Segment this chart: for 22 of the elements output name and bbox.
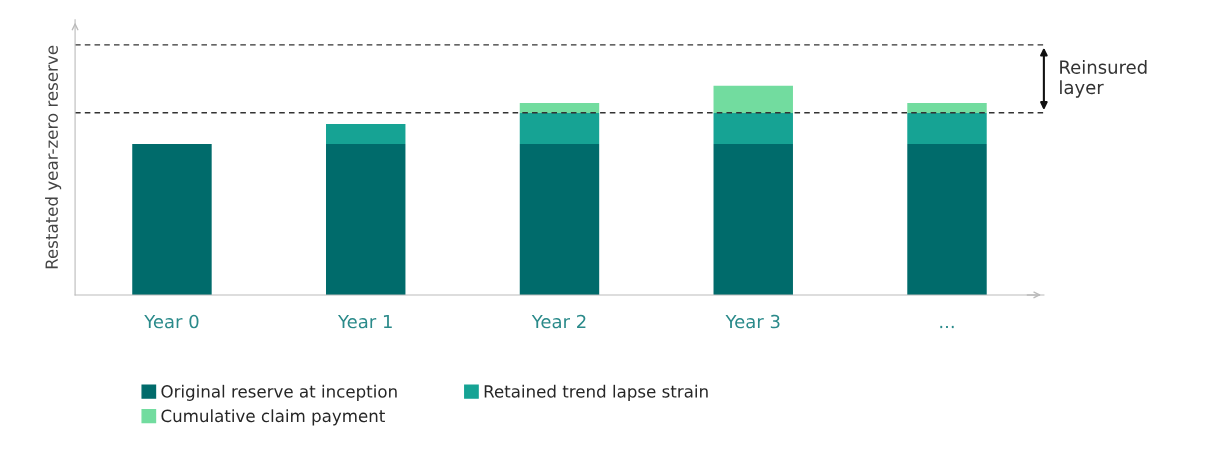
bar	[519, 113, 600, 144]
bar	[713, 113, 793, 144]
x-tick-label: Year 0	[144, 314, 199, 329]
bar	[519, 143, 600, 295]
bar	[907, 102, 987, 114]
bar	[713, 143, 793, 295]
x-tick-label: Year 1	[337, 314, 392, 329]
bar	[713, 85, 793, 114]
bar	[326, 143, 406, 295]
legend-label: Original reserve at inception	[161, 384, 397, 401]
y-axis-title: Restated year-zero reserve	[45, 45, 62, 269]
text: Reinsured layer	[1060, 59, 1147, 98]
legend-label: Retained trend lapse strain	[484, 384, 708, 401]
bar	[326, 123, 406, 144]
bar	[132, 143, 212, 295]
x-tick-label: Year 2	[531, 314, 586, 329]
legend-label: Cumulative claim payment	[161, 409, 385, 426]
bar	[519, 102, 600, 114]
x-tick-label: ...	[940, 325, 954, 329]
bar	[907, 143, 987, 295]
x-tick-label: Year 3	[725, 314, 780, 329]
bar	[907, 113, 987, 144]
